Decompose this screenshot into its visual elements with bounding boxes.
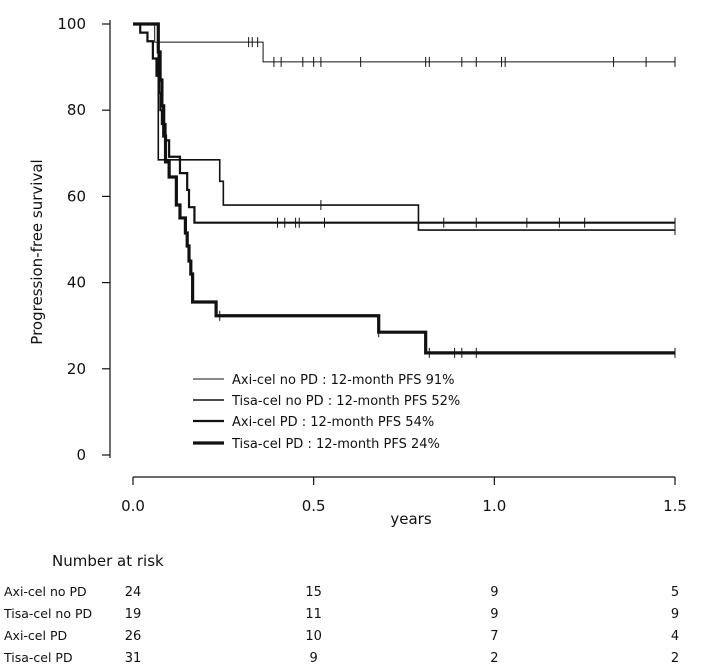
legend-entry: Axi-cel PD : 12-month PFS 54% <box>232 415 434 430</box>
legend-entry: Tisa-cel PD : 12-month PFS 24% <box>231 437 440 452</box>
y-tick-label: 100 <box>57 15 86 33</box>
risk-count: 11 <box>305 607 322 622</box>
y-tick-label: 40 <box>67 274 86 292</box>
risk-row-label: Tisa-cel PD <box>3 650 73 665</box>
x-tick-label: 1.5 <box>663 497 687 515</box>
y-ticks: 0 20 40 60 80 100 <box>57 15 110 464</box>
legend-entry: Axi-cel no PD : 12-month PFS 91% <box>232 373 455 388</box>
risk-count: 15 <box>305 585 322 600</box>
survival-curves <box>133 22 676 358</box>
y-tick-label: 20 <box>67 360 86 378</box>
risk-count: 7 <box>490 629 498 644</box>
risk-count: 5 <box>671 585 679 600</box>
x-ticks: 0.0 0.5 1.0 1.5 <box>121 477 687 515</box>
x-tick-label: 1.0 <box>482 497 506 515</box>
x-axis-label: years <box>390 510 431 528</box>
risk-row-label: Axi-cel PD <box>4 628 67 643</box>
risk-count: 10 <box>305 629 322 644</box>
risk-count: 2 <box>671 651 679 666</box>
legend: Axi-cel no PD : 12-month PFS 91% Tisa-cel… <box>193 373 460 452</box>
series-line-2 <box>133 22 675 224</box>
risk-count: 9 <box>490 585 498 600</box>
risk-row-label: Tisa-cel no PD <box>3 606 92 621</box>
risk-count: 31 <box>125 651 142 666</box>
risk-row-label: Axi-cel no PD <box>4 584 87 599</box>
legend-entry: Tisa-cel no PD : 12-month PFS 52% <box>231 394 460 409</box>
risk-count: 9 <box>310 651 318 666</box>
risk-count: 9 <box>671 607 679 622</box>
x-tick-label: 0.0 <box>121 497 145 515</box>
y-tick-label: 80 <box>67 101 86 119</box>
risk-count: 24 <box>125 585 142 600</box>
y-axis-label: Progression-free survival <box>28 159 46 344</box>
series-line-1 <box>133 23 675 231</box>
risk-count: 4 <box>671 629 679 644</box>
y-tick-label: 60 <box>67 187 86 205</box>
series-line-0 <box>133 23 675 63</box>
y-tick-label: 0 <box>76 446 86 464</box>
series-line-3 <box>133 22 675 355</box>
y-axis: 0 20 40 60 80 100 <box>57 15 111 464</box>
x-tick-label: 0.5 <box>302 497 326 515</box>
risk-count: 19 <box>125 607 142 622</box>
risk-count: 2 <box>490 651 498 666</box>
risk-table-title: Number at risk <box>52 552 164 570</box>
risk-count: 9 <box>490 607 498 622</box>
x-axis: 0.0 0.5 1.0 1.5 <box>121 476 687 515</box>
risk-count: 26 <box>125 629 142 644</box>
